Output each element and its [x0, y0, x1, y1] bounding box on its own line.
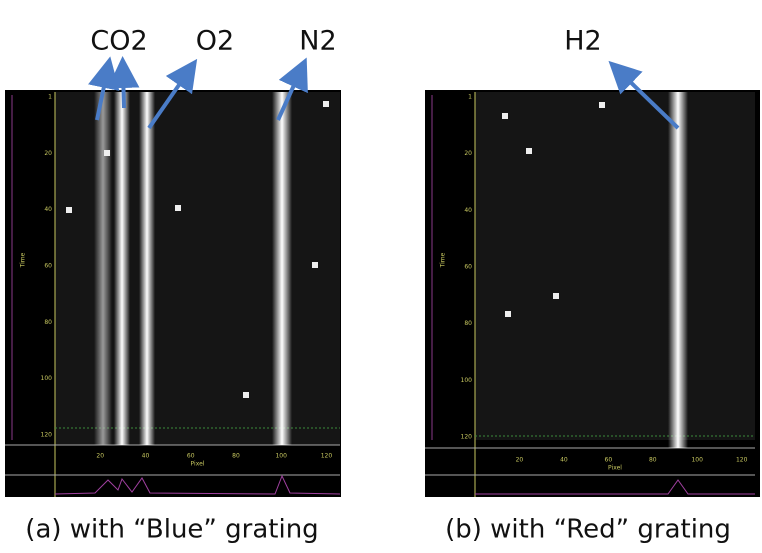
label-h2: H2: [564, 26, 601, 57]
y-tick-label: 100: [41, 375, 53, 382]
panel-b: [425, 90, 760, 497]
y-tick-label: 120: [461, 434, 473, 441]
caption: (a) with “Blue” grating: [25, 515, 318, 545]
y-tick-label: 60: [464, 264, 472, 271]
x-tick-label: 40: [560, 457, 568, 464]
x-tick-label: 40: [142, 453, 150, 460]
y-axis-label: Time: [440, 252, 447, 268]
y-tick-label: 80: [464, 320, 472, 327]
x-tick-label: 80: [649, 457, 657, 464]
x-tick-label: 100: [691, 457, 703, 464]
x-tick-label: 20: [96, 453, 104, 460]
x-tick-label: 60: [187, 453, 195, 460]
y-tick-label: 20: [44, 150, 52, 157]
panel-a: [5, 90, 341, 497]
caption: (b) with “Red” grating: [445, 515, 731, 545]
y-tick-label: 120: [41, 432, 53, 439]
label-co2: CO2: [90, 26, 147, 57]
x-tick-label: 60: [605, 457, 613, 464]
y-tick-label: 80: [44, 319, 52, 326]
y-tick-label: 60: [44, 263, 52, 270]
x-tick-label: 120: [736, 457, 748, 464]
y-tick-label: 20: [464, 150, 472, 157]
x-axis-label: Pixel: [191, 461, 205, 468]
y-tick-label: 1: [468, 94, 472, 101]
x-tick-label: 20: [516, 457, 524, 464]
label-n2: N2: [299, 26, 336, 57]
y-tick-label: 1: [48, 94, 52, 101]
x-axis-label: Pixel: [608, 465, 622, 472]
arrows: [88, 56, 680, 130]
x-tick-label: 100: [275, 453, 287, 460]
y-tick-label: 40: [44, 206, 52, 213]
x-tick-label: 80: [232, 453, 240, 460]
x-tick-label: 120: [321, 453, 333, 460]
y-tick-label: 40: [464, 207, 472, 214]
y-tick-label: 100: [461, 377, 473, 384]
label-o2: O2: [196, 26, 234, 57]
y-axis-label: Time: [20, 252, 27, 268]
